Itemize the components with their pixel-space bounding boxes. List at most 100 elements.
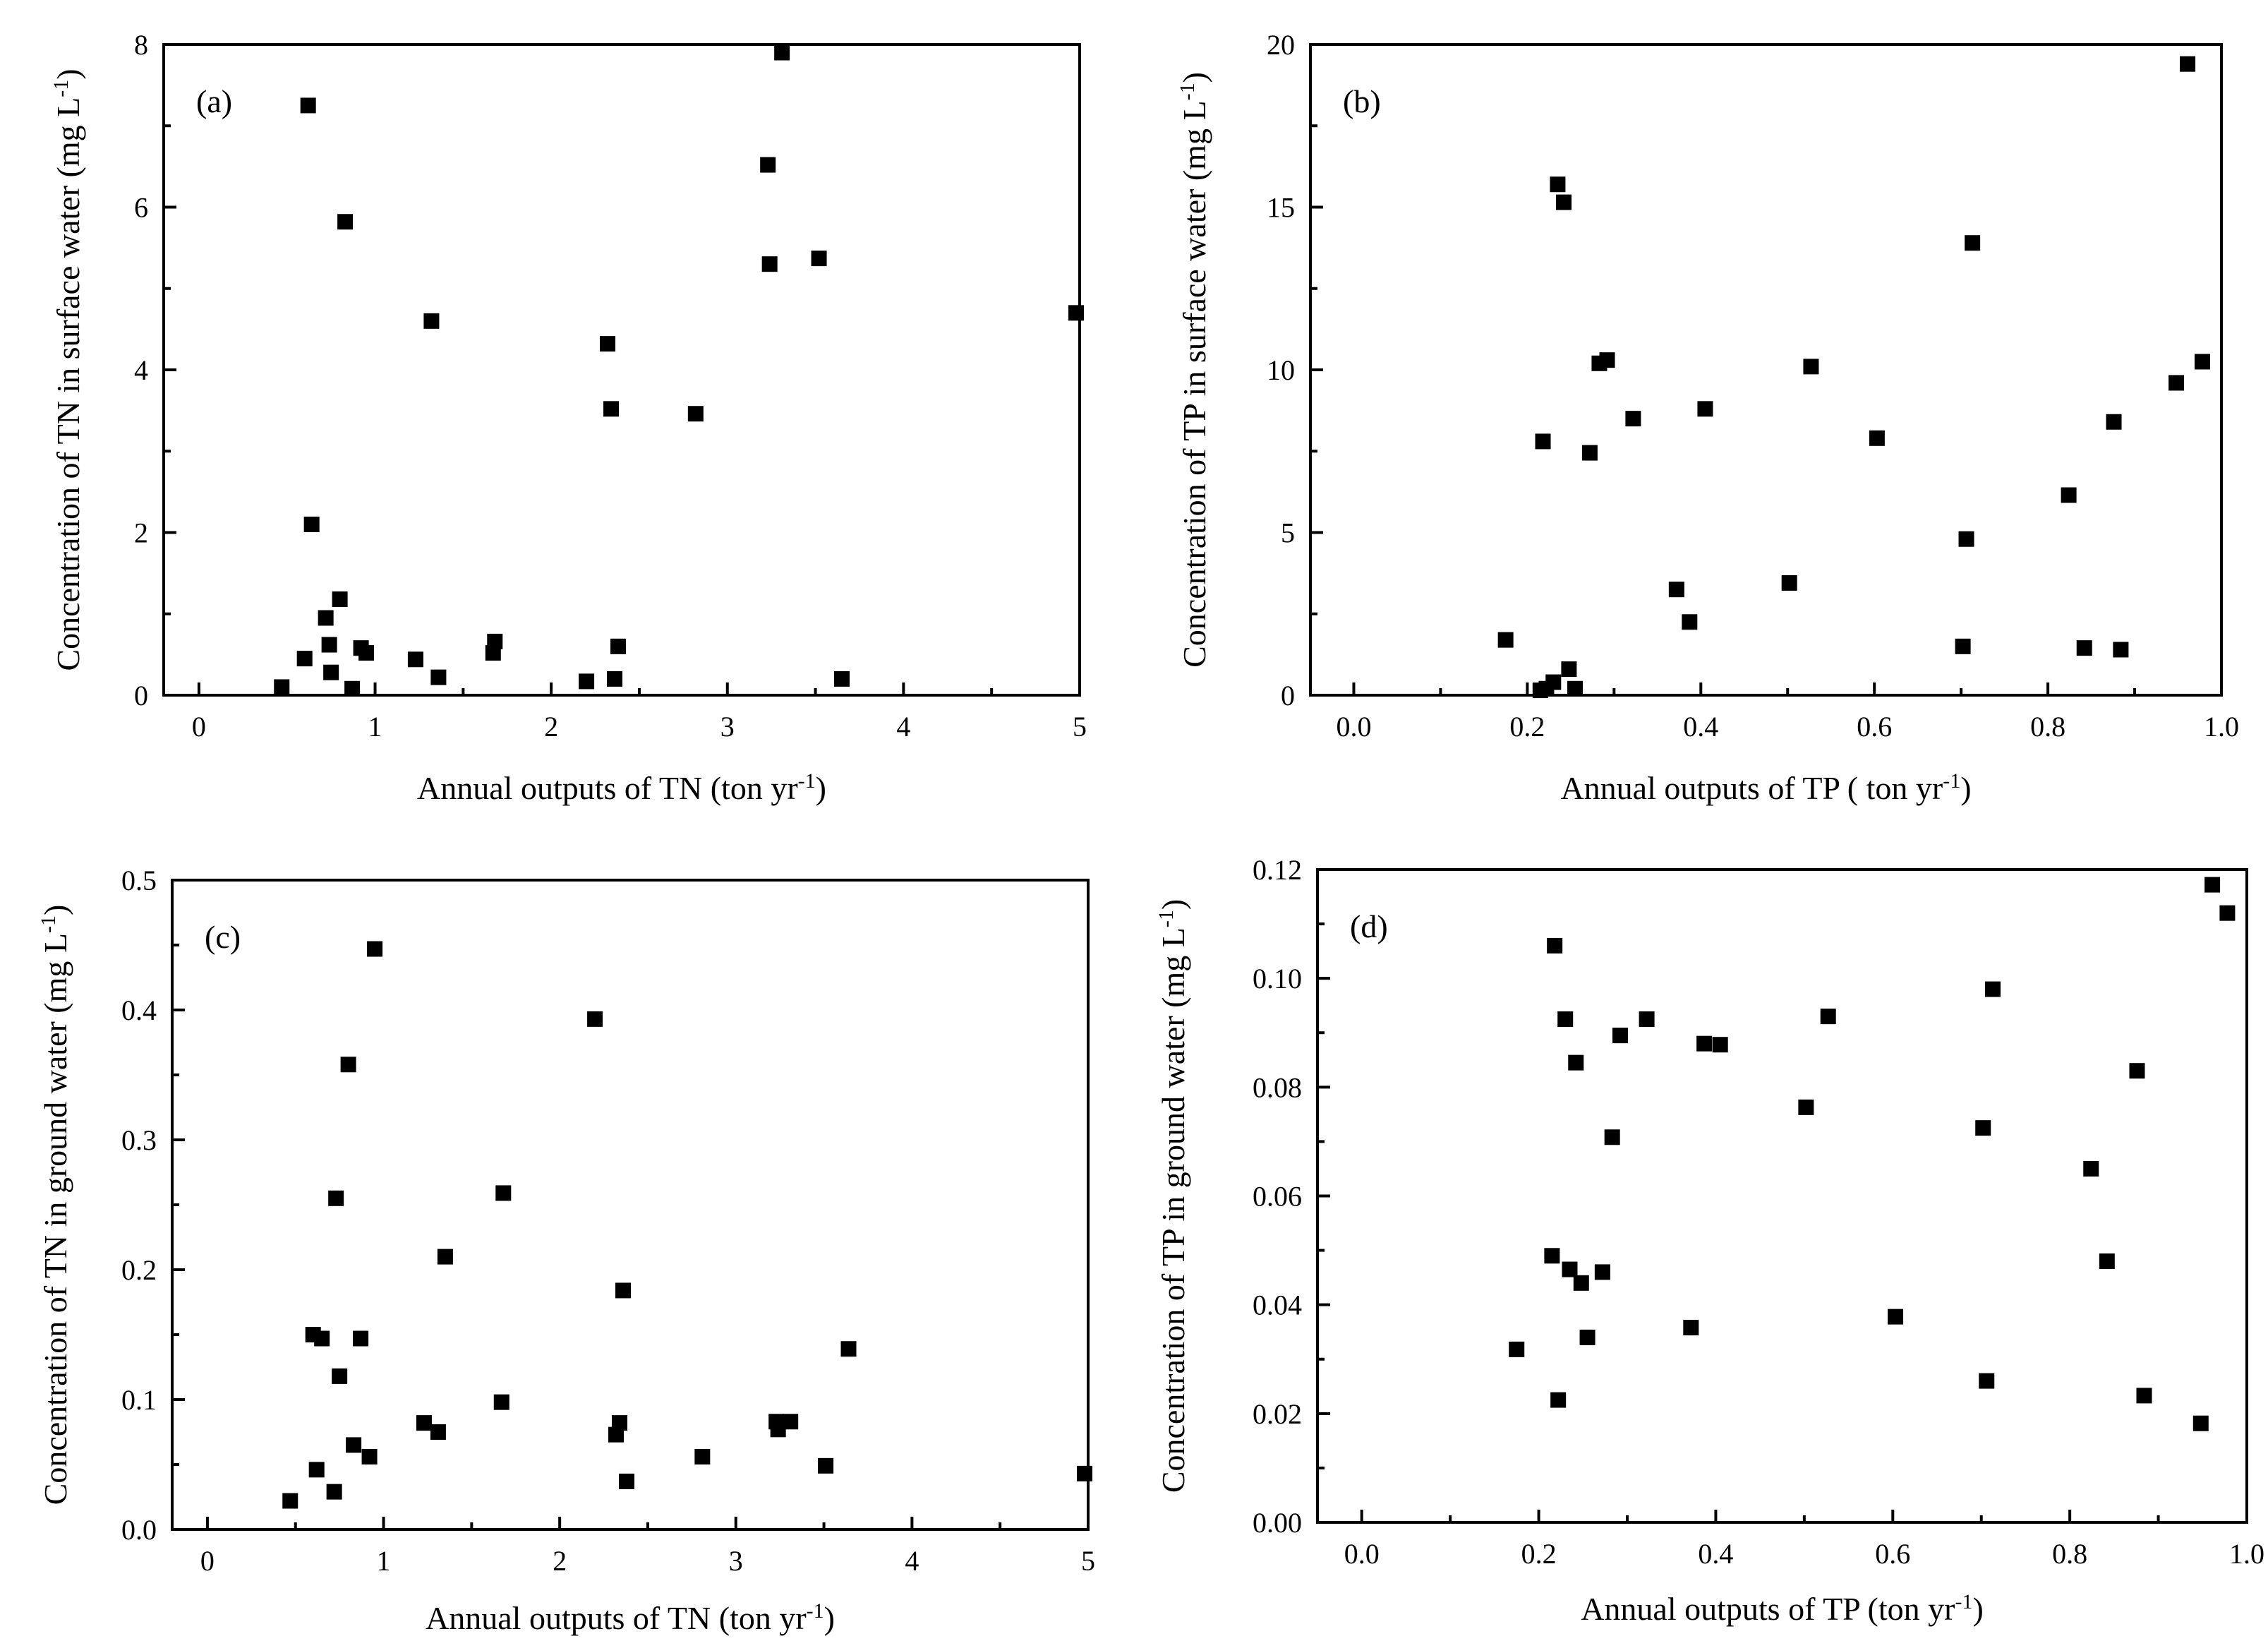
data-point: [282, 1493, 298, 1509]
y-tick-label: 0.08: [1253, 1071, 1302, 1103]
data-point: [323, 664, 339, 680]
y-tick-label: 6: [134, 192, 148, 224]
data-point: [1975, 1120, 1991, 1136]
data-point: [1544, 1248, 1560, 1264]
y-tick-label: 0.04: [1253, 1289, 1302, 1321]
y-tick-label: 5: [1281, 517, 1295, 549]
data-point: [608, 1426, 625, 1443]
data-point: [1979, 1373, 1995, 1389]
x-tick-label: 0: [192, 711, 206, 742]
y-axis-title-superscript: -1: [49, 80, 73, 97]
y-axis-title-superscript: -1: [1154, 910, 1178, 927]
x-tick-label: 0.0: [1344, 1538, 1380, 1570]
x-axis-title: Annual outputs of TP ( ton yr-1): [1560, 769, 1971, 807]
data-point: [1712, 1037, 1728, 1053]
y-tick-label: 0.00: [1253, 1507, 1302, 1539]
x-tick-label: 2: [544, 711, 558, 742]
data-point: [1077, 1465, 1093, 1481]
y-axis-title-text: Concentration of TN in surface water (mg…: [50, 97, 86, 671]
x-axis-title-close: ): [1960, 770, 1971, 806]
y-axis-title-superscript: -1: [37, 915, 60, 933]
y-tick-label: 0.3: [121, 1124, 157, 1156]
y-axis-title-close: ): [50, 68, 86, 79]
x-tick-label: 3: [720, 711, 735, 742]
data-point: [1781, 575, 1797, 591]
data-point: [1683, 1320, 1699, 1336]
data-point: [344, 680, 361, 697]
data-point: [1567, 680, 1584, 697]
data-point: [437, 1249, 453, 1265]
x-tick-label: 1: [368, 711, 382, 742]
data-point: [332, 591, 348, 608]
y-tick-label: 0.10: [1253, 963, 1302, 994]
x-axis-title: Annual outputs of TP (ton yr-1): [1581, 1590, 1984, 1628]
data-point: [495, 1185, 512, 1201]
x-tick-label: 0.6: [1857, 711, 1892, 742]
data-point: [1579, 1329, 1596, 1345]
data-point: [407, 651, 423, 668]
x-tick-label: 0.4: [1698, 1538, 1733, 1570]
panel-label: (c): [205, 919, 241, 955]
y-axis-title: Concentration of TN in ground water (mg …: [37, 905, 74, 1505]
x-tick-label: 0: [200, 1545, 215, 1577]
data-point: [318, 610, 334, 626]
data-point: [493, 1394, 509, 1410]
data-point: [332, 1368, 348, 1384]
data-point: [1958, 531, 1974, 547]
data-point: [1562, 1261, 1578, 1277]
data-point: [615, 1282, 632, 1299]
plot-frame: [162, 43, 1081, 697]
y-tick-label: 0.12: [1253, 854, 1302, 886]
data-point: [1535, 433, 1551, 450]
data-point: [361, 1448, 378, 1464]
data-point: [487, 633, 503, 649]
y-axis-title-text: Concentration of TP in surface water (mg…: [1176, 100, 1212, 667]
data-point: [274, 679, 290, 695]
data-point: [1668, 582, 1684, 598]
data-point: [423, 313, 440, 329]
data-point: [328, 1190, 344, 1206]
data-point: [1955, 638, 1971, 654]
data-point: [296, 651, 313, 667]
panel-d: 0.0 0.2 0.4 0.6 0.8 1.0 0.00 0.02 0.04 0.06 0.08 0.…: [1154, 854, 2265, 1627]
x-axis-title-close: ): [816, 770, 826, 806]
data-point: [2192, 1415, 2209, 1431]
x-tick-label: 1: [377, 1545, 391, 1577]
x-axis-title: Annual outputs of TN (ton yr-1): [417, 769, 826, 807]
x-axis-title-close: ): [824, 1600, 835, 1636]
y-tick-label: 0.1: [121, 1384, 157, 1416]
x-tick-label: 1.0: [2229, 1538, 2264, 1570]
data-point: [783, 1414, 799, 1430]
data-point: [367, 941, 383, 957]
data-point: [326, 1484, 342, 1500]
data-point: [2083, 1160, 2099, 1177]
y-axis-title-close: ): [1176, 72, 1212, 83]
x-tick-label: 0.8: [2030, 711, 2065, 742]
x-tick-label: 0.8: [2052, 1538, 2087, 1570]
y-tick-label: 0.5: [121, 865, 157, 896]
y-tick-label: 8: [134, 29, 148, 61]
panel-label: (b): [1343, 83, 1381, 119]
y-tick-label: 10: [1267, 354, 1295, 386]
y-axis-title-superscript: -1: [1176, 83, 1199, 100]
x-tick-label: 4: [896, 711, 910, 742]
y-tick-label: 0.06: [1253, 1181, 1302, 1213]
data-point: [607, 670, 623, 687]
data-point: [1803, 359, 1819, 375]
x-axis-title-text: Annual outputs of TN (ton yr: [426, 1600, 807, 1636]
x-tick-label: 1.0: [2204, 711, 2239, 742]
x-axis-title-text: Annual outputs of TP (ton yr: [1581, 1591, 1955, 1627]
data-point: [353, 1330, 369, 1347]
y-tick-label: 0: [134, 680, 148, 711]
data-point: [1599, 352, 1615, 368]
panel-b: 0.0 0.2 0.4 0.6 0.8 1.0 0 5 10 15 20 (b) Annual outp…: [1176, 29, 2240, 806]
data-point: [1612, 1028, 1628, 1044]
data-point: [1697, 401, 1713, 417]
x-axis-title-superscript: -1: [798, 769, 816, 793]
x-tick-label: 4: [905, 1545, 919, 1577]
data-point: [694, 1448, 711, 1464]
y-axis-title-close: ): [37, 905, 73, 915]
y-axis-title: Concentration of TP in ground water (mg …: [1154, 899, 1192, 1493]
y-tick-label: 0.0: [121, 1514, 157, 1546]
